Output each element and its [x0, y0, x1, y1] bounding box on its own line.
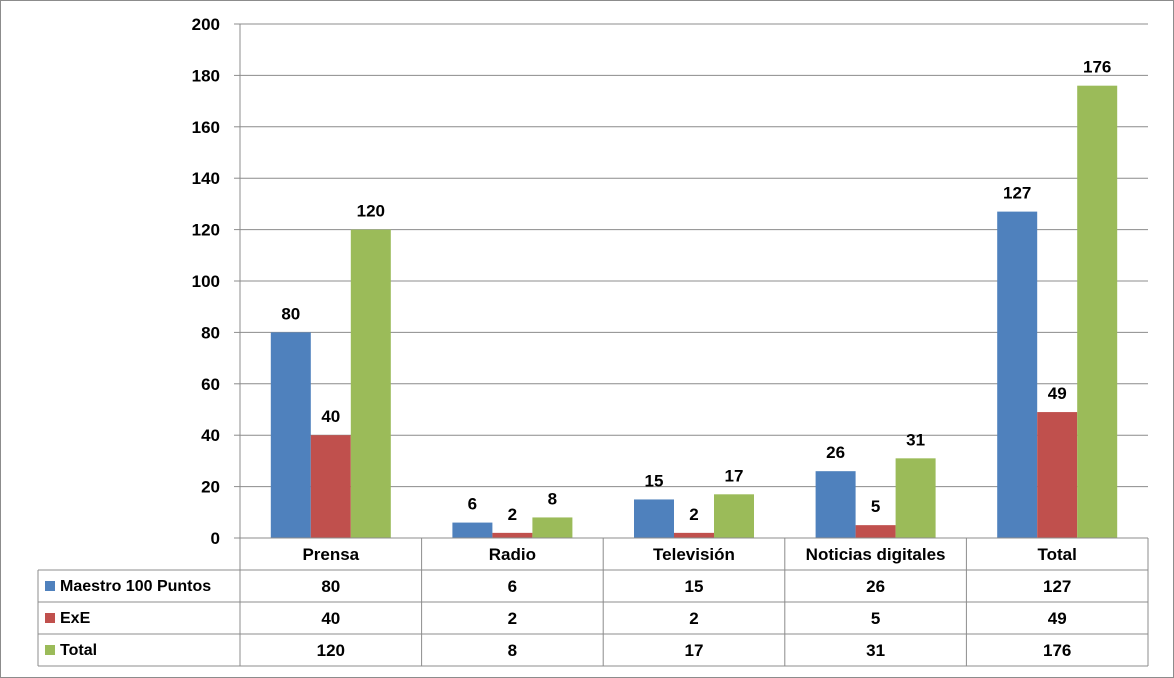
y-tick-label: 20	[201, 478, 220, 497]
legend-swatch	[45, 645, 55, 655]
data-label: 40	[321, 407, 340, 426]
data-label: 176	[1083, 58, 1111, 77]
y-tick-label: 160	[192, 118, 220, 137]
bar	[452, 522, 493, 538]
table-cell: 2	[508, 609, 517, 628]
data-label: 31	[906, 430, 925, 449]
data-labels: 80 6 15 26 127 40 2 2 5 49 120 8 17 31 176	[281, 58, 1111, 524]
data-table: Prensa Radio Televisión Noticias digitales T…	[37, 537, 1149, 667]
table-cell: 26	[866, 577, 885, 596]
table-cell: 5	[871, 609, 880, 628]
data-label: 2	[508, 505, 517, 524]
table-cell: 6	[508, 577, 517, 596]
series-name: ExE	[60, 610, 91, 627]
bar	[714, 494, 754, 538]
category-label: Total	[1038, 545, 1077, 564]
table-cell: 31	[866, 641, 885, 660]
y-tick-label: 40	[201, 426, 220, 445]
data-label: 80	[281, 304, 300, 323]
category-label: Prensa	[302, 545, 359, 564]
category-label: Televisión	[653, 545, 735, 564]
data-label: 49	[1048, 384, 1067, 403]
bar	[855, 525, 896, 538]
y-tick-label: 80	[201, 323, 220, 342]
gridlines	[240, 23, 1148, 488]
table-cell: 15	[685, 577, 704, 596]
data-label: 6	[468, 495, 477, 514]
bars	[270, 85, 1118, 539]
bar	[350, 229, 391, 538]
y-tick-label: 60	[201, 375, 220, 394]
data-label: 120	[357, 202, 385, 221]
y-tick-label: 200	[192, 15, 220, 34]
y-tick-label: 140	[192, 169, 220, 188]
series-name: Total	[60, 642, 97, 659]
table-cell: 49	[1048, 609, 1067, 628]
category-label: Noticias digitales	[806, 545, 946, 564]
legend-swatch	[45, 581, 55, 591]
bar	[532, 517, 573, 538]
bar	[634, 499, 674, 538]
bar	[895, 458, 936, 538]
data-label: 2	[689, 505, 698, 524]
y-tick-label: 100	[192, 272, 220, 291]
y-axis: 0 20 40 60 80 100 120 140 160 180 200	[192, 15, 241, 548]
bar	[997, 211, 1038, 539]
data-label: 26	[826, 443, 845, 462]
table-cell: 40	[321, 609, 340, 628]
table-cell: 176	[1043, 641, 1071, 660]
bar	[270, 332, 311, 538]
table-cell: 2	[689, 609, 698, 628]
bar	[1037, 412, 1078, 538]
data-label: 5	[871, 497, 880, 516]
table-cell: 127	[1043, 577, 1071, 596]
y-tick-label: 0	[211, 529, 220, 548]
table-cell: 80	[321, 577, 340, 596]
table-cell: 120	[317, 641, 345, 660]
legend-swatch	[45, 613, 55, 623]
table-cell: 17	[685, 641, 704, 660]
data-label: 8	[548, 489, 557, 508]
category-label: Radio	[489, 545, 536, 564]
data-label: 127	[1003, 184, 1031, 203]
data-label: 15	[645, 471, 664, 490]
y-tick-label: 180	[192, 66, 220, 85]
table-cell: 8	[508, 641, 517, 660]
bar	[310, 435, 351, 538]
series-name: Maestro 100 Puntos	[60, 578, 211, 595]
data-label: 17	[725, 466, 744, 485]
bar	[674, 532, 714, 538]
y-tick-label: 120	[192, 221, 220, 240]
bar	[1077, 85, 1118, 539]
bar	[815, 471, 856, 538]
bar	[492, 532, 533, 538]
